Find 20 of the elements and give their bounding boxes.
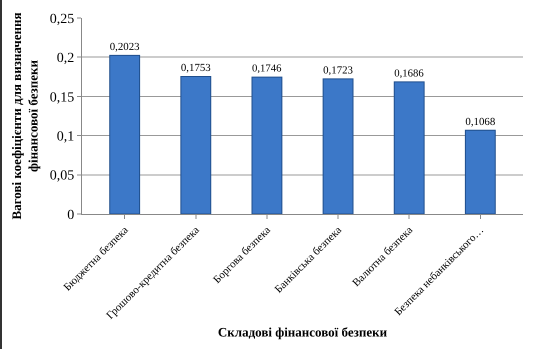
- bar: [180, 76, 212, 214]
- bar: [464, 130, 496, 214]
- data-label: 0,2023: [110, 40, 140, 53]
- y-tick-label: 0: [67, 208, 74, 223]
- y-tick-label: 0,05: [50, 168, 74, 184]
- y-tick-label: 0,1: [56, 130, 74, 144]
- data-label: 0,1686: [394, 67, 424, 80]
- bar: [322, 78, 354, 214]
- data-label: 0,1746: [252, 62, 282, 75]
- y-axis-title: Вагові коефіцієнти для визначення фінансової безпеки: [8, 12, 41, 220]
- data-label: 0,1723: [323, 64, 354, 76]
- data-label: 0,1753: [180, 62, 211, 74]
- y-tick-label: 0,25: [50, 12, 74, 27]
- bar: [394, 81, 425, 214]
- bar: [109, 54, 140, 214]
- y-tick-label: 0,2: [56, 51, 74, 66]
- data-label: 0,1068: [465, 116, 496, 128]
- bar: [252, 76, 282, 214]
- y-tick-label: 0,15: [50, 90, 74, 106]
- x-axis-title: Складові фінансової безпеки: [218, 324, 388, 340]
